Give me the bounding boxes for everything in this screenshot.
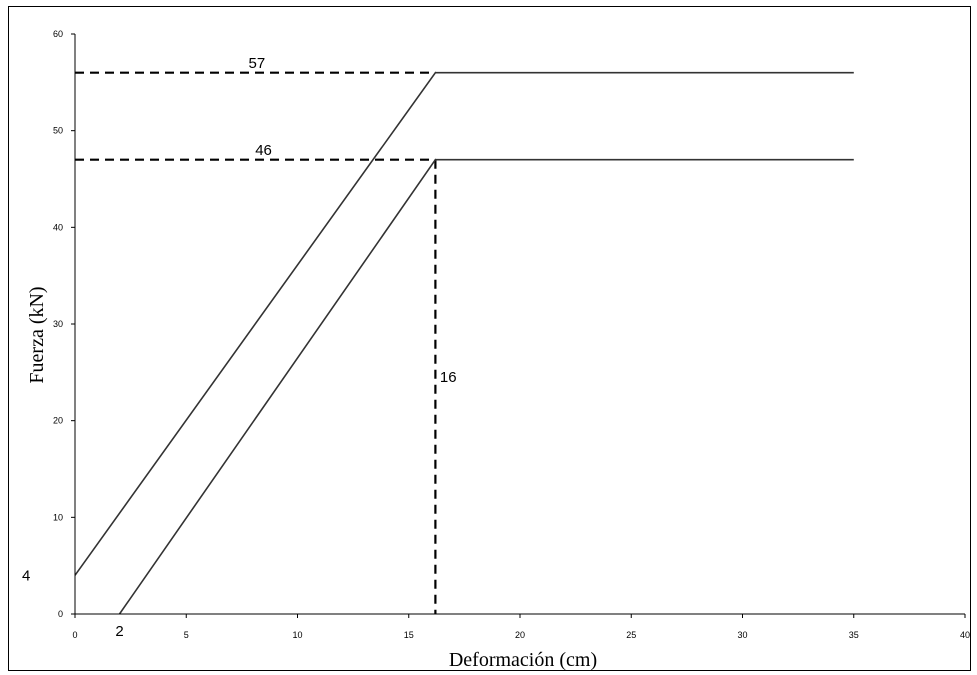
series-line-1	[74, 71, 854, 576]
guide-lines	[75, 71, 437, 614]
y-tick-label: 40	[53, 222, 63, 232]
y-tick-label: 10	[53, 512, 63, 522]
tick-labels: 0 10 20 30 40 50 60 0 5 10 15 20 25 30 35 40	[53, 29, 970, 640]
axes	[71, 33, 966, 618]
x-tick-label: 10	[292, 630, 302, 640]
x-tick-label: 40	[960, 630, 970, 640]
y-tick-label: 50	[53, 126, 63, 136]
annotation-label: 16	[440, 369, 457, 386]
y-tick-label: 0	[58, 609, 63, 619]
x-tick-label: 25	[626, 630, 636, 640]
y-tick-label: 20	[53, 416, 63, 426]
y-axis-title: Fuerza (kN)	[26, 286, 48, 383]
outer-frame	[8, 6, 971, 671]
x-tick-label: 0	[72, 630, 77, 640]
x-tick-label: 30	[737, 630, 747, 640]
annotations: 57 46 16 4 2	[22, 55, 457, 640]
x-tick-label: 5	[184, 630, 189, 640]
annotation-label: 46	[255, 142, 272, 159]
series-lines	[74, 71, 854, 615]
x-tick-label: 35	[849, 630, 859, 640]
x-tick-label: 15	[404, 630, 414, 640]
series-line-2	[118, 158, 854, 615]
annotation-label: 4	[22, 567, 30, 584]
x-axis-title: Deformación (cm)	[449, 649, 597, 671]
y-tick-label: 30	[53, 319, 63, 329]
x-tick-label: 20	[515, 630, 525, 640]
annotation-label: 57	[249, 55, 266, 72]
y-tick-label: 60	[53, 29, 63, 39]
annotation-label: 2	[115, 623, 123, 640]
